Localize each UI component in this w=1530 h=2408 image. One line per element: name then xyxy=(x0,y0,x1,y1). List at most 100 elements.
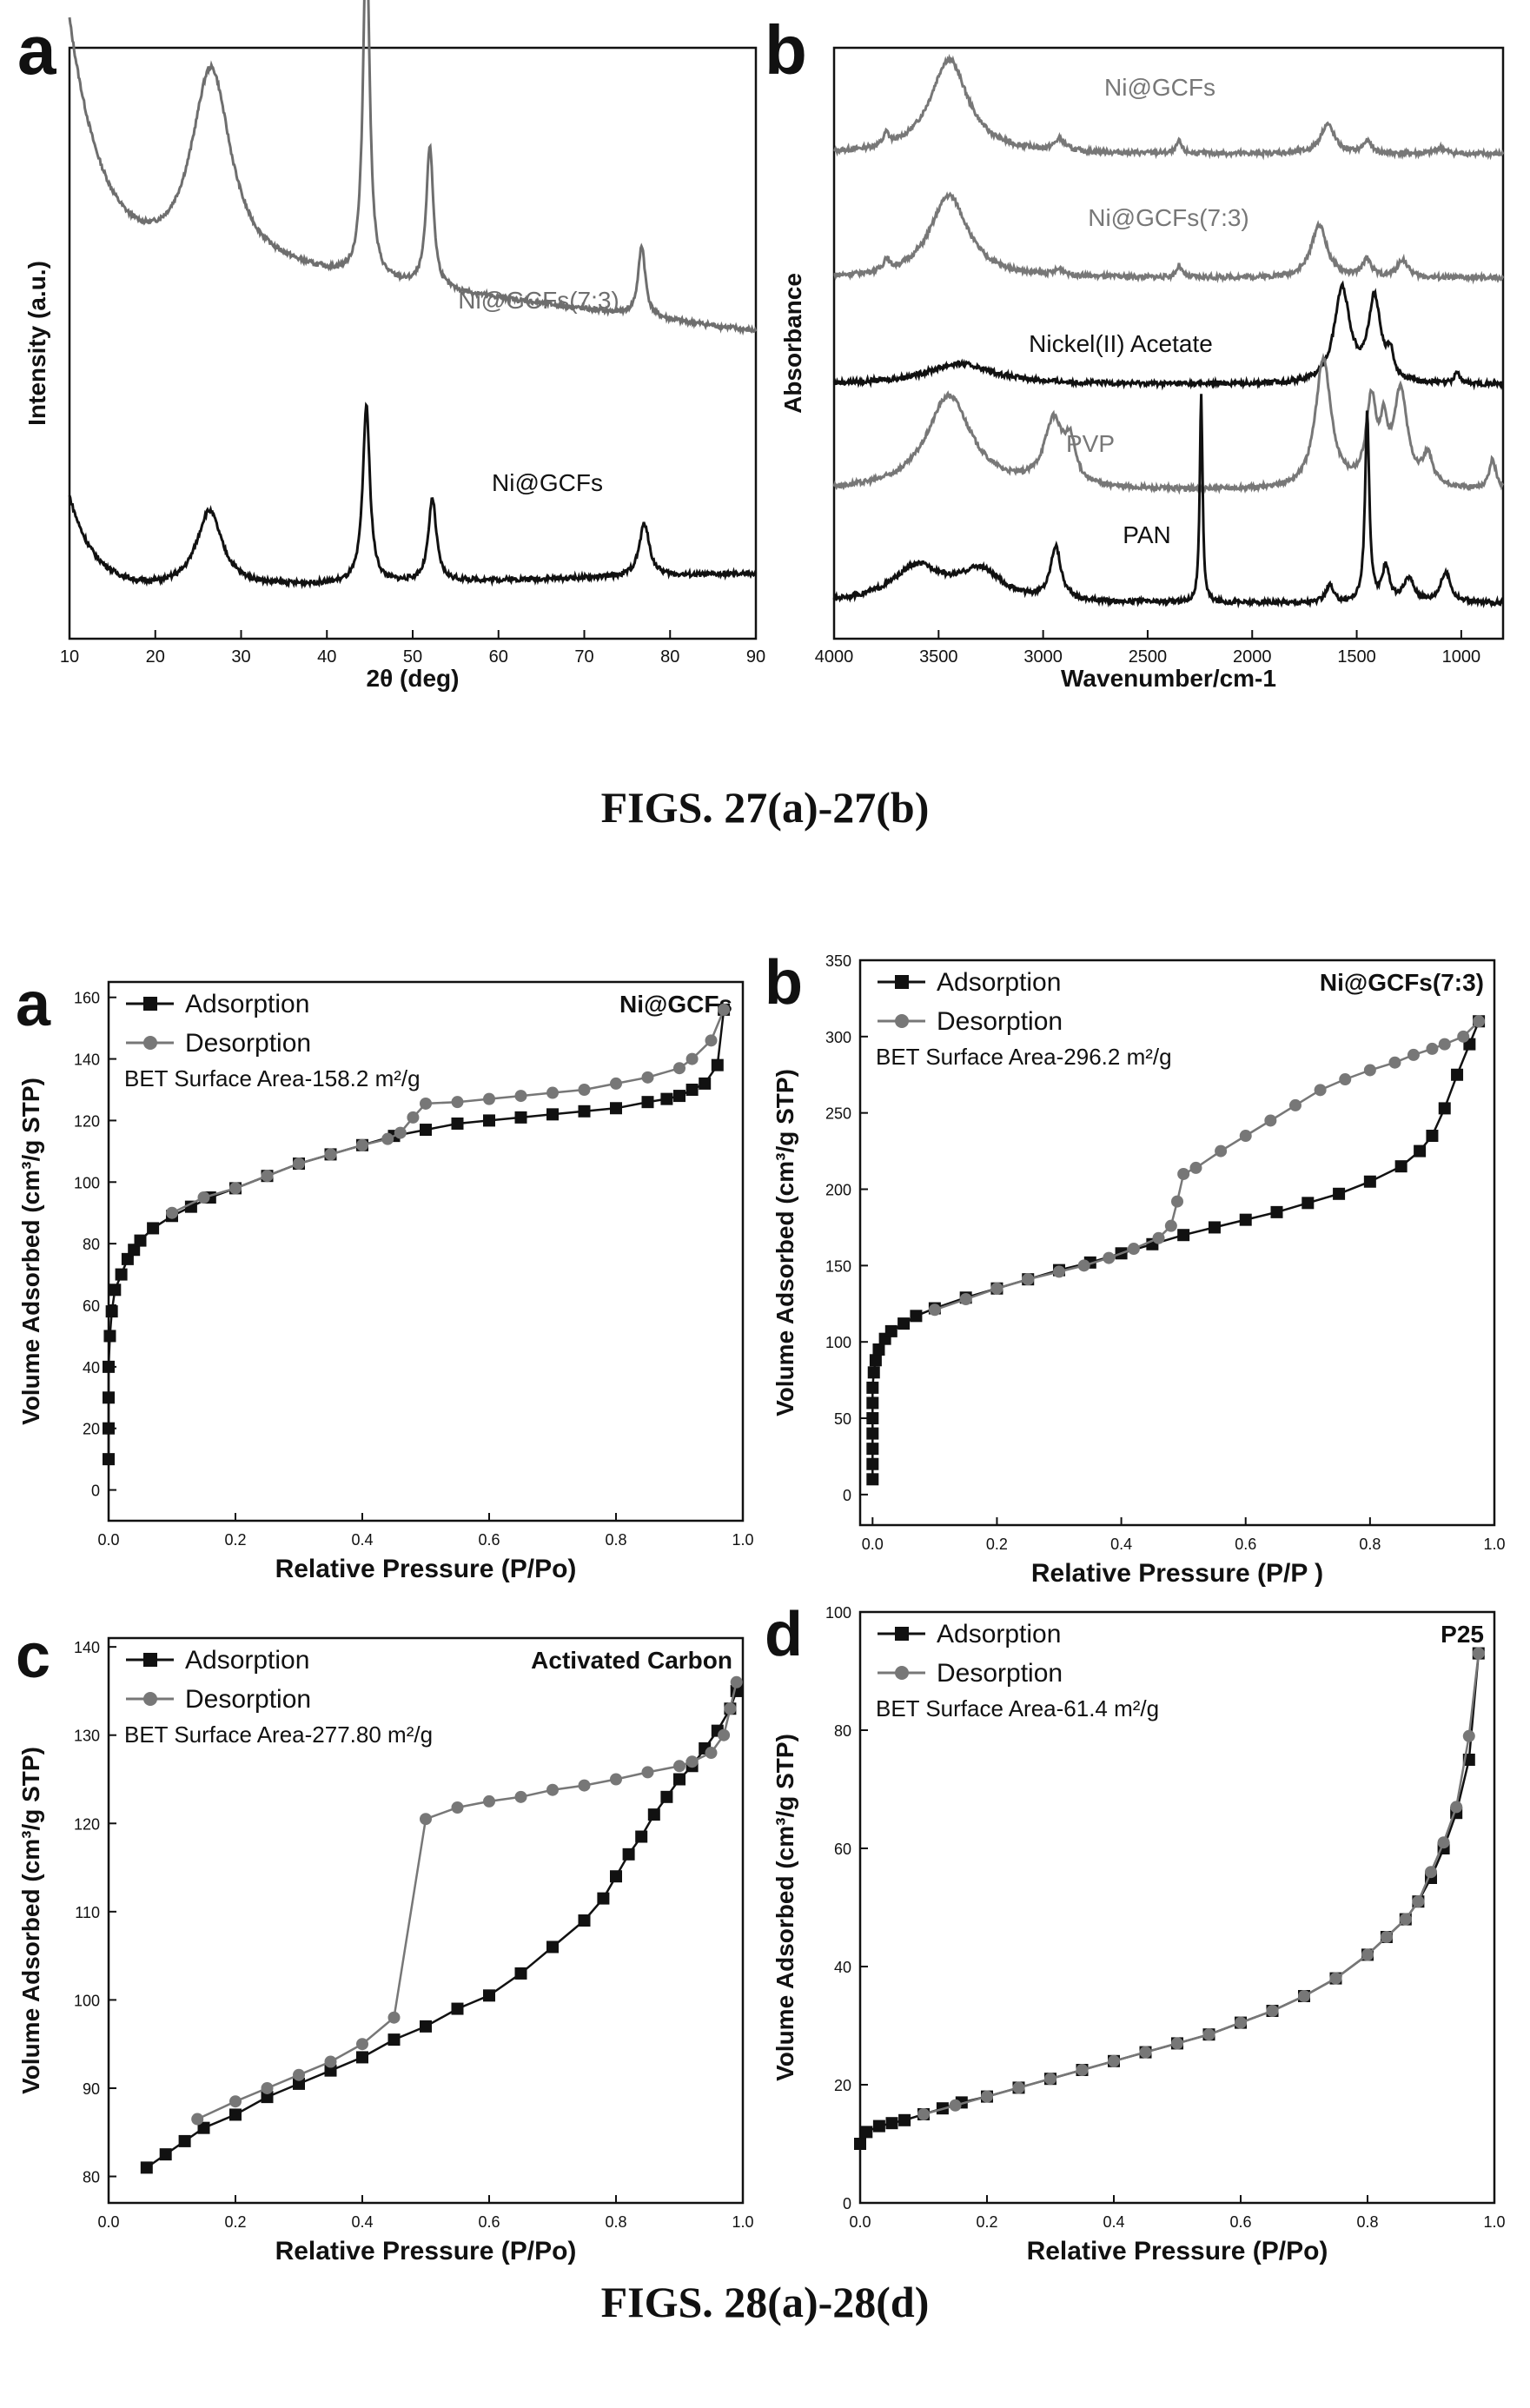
data-point-Adsorption xyxy=(872,1343,885,1356)
data-point-Desorption xyxy=(686,1052,699,1065)
x-axis-label: Relative Pressure (P/Po) xyxy=(1027,2237,1328,2265)
data-point-Adsorption xyxy=(854,2138,866,2150)
legend: Adsorption Desorption xyxy=(126,990,311,1058)
panel-letter: d xyxy=(765,1600,803,1669)
data-point-Adsorption xyxy=(128,1244,141,1257)
y-tick-label: 100 xyxy=(74,1992,100,2009)
data-point-Desorption xyxy=(610,1773,622,1786)
x-tick-label: 10 xyxy=(60,647,79,667)
data-point-Desorption xyxy=(1164,1219,1177,1232)
legend-marker xyxy=(895,1627,909,1641)
data-point-Desorption xyxy=(420,1097,432,1110)
series-line-Nickel(II) Acetate xyxy=(832,280,1504,391)
data-point-Desorption xyxy=(718,1728,731,1741)
data-point-Desorption xyxy=(1473,1015,1486,1028)
panel-title: Activated Carbon xyxy=(531,1647,732,1674)
data-point-Desorption xyxy=(686,1755,699,1768)
y-tick-label: 200 xyxy=(825,1182,851,1199)
series-label: Ni@GCFs(7:3) xyxy=(1088,204,1249,231)
y-tick-label: 80 xyxy=(83,2169,100,2186)
data-point-Adsorption xyxy=(884,1324,897,1337)
data-point-Desorption xyxy=(1239,1130,1252,1143)
data-point-Desorption xyxy=(1361,1948,1374,1961)
data-point-Desorption xyxy=(1425,1866,1437,1879)
data-point-Desorption xyxy=(928,1304,941,1317)
data-point-Desorption xyxy=(1139,2046,1152,2059)
data-point-Desorption xyxy=(1462,1729,1475,1742)
data-point-Desorption xyxy=(1235,2016,1247,2029)
x-tick-label: 0.6 xyxy=(1229,2213,1251,2231)
data-point-Adsorption xyxy=(866,1396,879,1410)
data-point-Desorption xyxy=(451,1096,464,1109)
y-tick-label: 80 xyxy=(834,1722,851,1740)
data-point-Adsorption xyxy=(660,1092,673,1105)
data-point-Desorption xyxy=(1472,1647,1485,1660)
y-tick-label: 100 xyxy=(825,1604,851,1622)
legend-marker xyxy=(895,1014,909,1028)
y-tick-label: 90 xyxy=(83,2080,100,2098)
figure-caption-28: FIGS. 28(a)-28(d) xyxy=(600,2278,930,2326)
series-line-PVP xyxy=(832,352,1505,495)
data-point-Desorption xyxy=(1412,1895,1425,1908)
series-label: Ni@GCFs(7:3) xyxy=(458,287,619,314)
series-label: PAN xyxy=(1123,521,1171,548)
legend-label: Desorption xyxy=(185,1685,311,1714)
data-point-Desorption xyxy=(1329,1972,1342,1985)
data-point-Adsorption xyxy=(105,1305,118,1318)
data-point-Adsorption xyxy=(420,2020,432,2033)
y-axis-label: Absorbance xyxy=(779,273,806,414)
panel-title: P25 xyxy=(1441,1621,1484,1648)
legend-marker xyxy=(143,1653,157,1667)
data-point-Adsorption xyxy=(178,2134,191,2147)
x-tick-label: 1500 xyxy=(1337,647,1376,667)
x-tick-label: 0.2 xyxy=(976,2213,997,2231)
data-point-Desorption xyxy=(191,2113,204,2126)
data-point-Adsorption xyxy=(229,2108,242,2121)
legend: Adsorption Desorption xyxy=(126,1646,311,1714)
bet-annotation: BET Surface Area-296.2 m²/g xyxy=(876,1044,1172,1070)
data-point-Adsorption xyxy=(885,2117,898,2130)
y-tick-label: 140 xyxy=(74,1051,100,1069)
data-point-Adsorption xyxy=(103,1330,116,1343)
data-point-Desorption xyxy=(705,1747,718,1760)
x-tick-label: 0.0 xyxy=(862,1536,884,1553)
plot-frame xyxy=(107,1636,745,2205)
data-point-Desorption xyxy=(1388,1056,1401,1069)
series-line-Adsorption xyxy=(871,1020,1480,1480)
data-point-Adsorption xyxy=(387,2033,401,2046)
data-point-Adsorption xyxy=(514,1111,527,1124)
data-point-Adsorption xyxy=(103,1360,115,1373)
x-tick-label: 0.0 xyxy=(97,1531,119,1549)
x-tick-label: 0.6 xyxy=(478,2213,500,2231)
data-point-Adsorption xyxy=(1426,1130,1439,1143)
data-point-Adsorption xyxy=(641,1096,654,1109)
data-point-Adsorption xyxy=(293,2077,305,2090)
data-point-Desorption xyxy=(483,1794,495,1808)
data-point-Desorption xyxy=(718,1003,731,1016)
data-point-Desorption xyxy=(1437,1836,1450,1849)
data-point-Adsorption xyxy=(898,2113,911,2126)
panel-letter: a xyxy=(17,11,56,89)
series-line-Adsorption xyxy=(146,1690,738,2169)
y-tick-label: 140 xyxy=(74,1639,100,1656)
data-point-Desorption xyxy=(514,1090,527,1103)
data-point-Adsorption xyxy=(483,1989,495,2002)
x-tick-label: 0.6 xyxy=(478,1531,500,1549)
y-tick-label: 80 xyxy=(83,1236,100,1253)
legend-label: Adsorption xyxy=(185,990,309,1018)
data-point-Adsorption xyxy=(578,1914,591,1927)
data-point-Desorption xyxy=(1266,2005,1279,2017)
panel-letter: b xyxy=(765,11,807,89)
data-point-Desorption xyxy=(261,2081,274,2094)
legend-label: Desorption xyxy=(937,1659,1063,1688)
chart-fig28b: b 0.0 0.2 0.4 0.6 0.8 1.0 0 50 100 150 200 250 300 350… xyxy=(765,948,1506,1588)
data-point-Desorption xyxy=(381,1132,394,1145)
data-point-Adsorption xyxy=(109,1284,122,1297)
data-point-Adsorption xyxy=(140,2161,153,2174)
data-point-Desorption xyxy=(724,1702,737,1715)
data-point-Desorption xyxy=(407,1111,420,1124)
data-point-Desorption xyxy=(546,1086,559,1099)
data-point-Adsorption xyxy=(514,1967,527,1980)
data-point-Adsorption xyxy=(451,2002,464,2015)
data-point-Adsorption xyxy=(673,1773,686,1786)
